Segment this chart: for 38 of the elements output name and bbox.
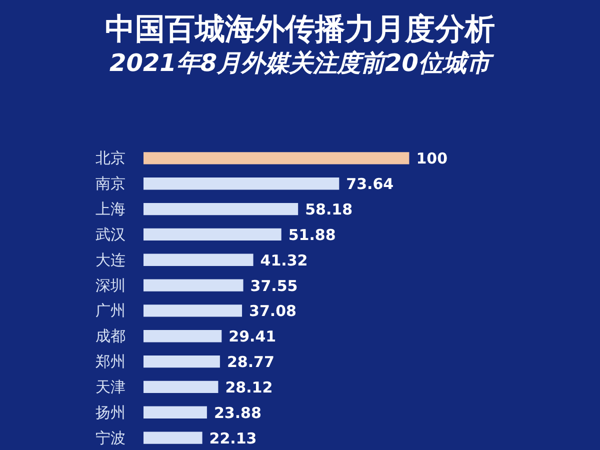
chart-title: 中国百城海外传播力月度分析 xyxy=(105,12,495,48)
bar xyxy=(144,202,298,216)
bar xyxy=(144,178,340,190)
data-label: 100 xyxy=(416,150,448,168)
data-label: 29.41 xyxy=(228,328,276,346)
data-label: 73.64 xyxy=(346,175,394,194)
data-label: 28.77 xyxy=(226,353,274,372)
bar xyxy=(144,304,242,317)
y-tick-label: 扬州 xyxy=(96,403,126,422)
data-label: 41.32 xyxy=(260,251,308,270)
y-tick-label: 大连 xyxy=(96,250,126,269)
data-label: 23.88 xyxy=(214,404,262,422)
bar xyxy=(144,228,282,241)
data-label: 58.18 xyxy=(305,200,353,219)
bar xyxy=(144,279,244,292)
y-tick-label: 宁波 xyxy=(96,428,126,447)
y-tick-label: 深圳 xyxy=(96,276,126,294)
data-label: 22.13 xyxy=(209,429,257,448)
data-label: 37.55 xyxy=(250,276,298,295)
bar xyxy=(144,406,207,418)
y-tick-label: 成都 xyxy=(96,327,126,346)
chart-subtitle: 2021年8月外媒关注度前20位城市 xyxy=(108,48,495,78)
bar xyxy=(144,254,254,266)
data-label: 51.88 xyxy=(288,226,336,244)
y-tick-label: 天津 xyxy=(96,378,126,396)
y-tick-label: 武汉 xyxy=(96,225,126,244)
bar xyxy=(144,380,218,394)
data-label: 28.12 xyxy=(225,378,273,396)
bar xyxy=(144,355,220,368)
y-tick-label: 广州 xyxy=(96,302,126,320)
bar xyxy=(144,330,222,342)
y-tick-label: 上海 xyxy=(96,200,126,218)
y-tick-label: 南京 xyxy=(96,174,126,193)
bar xyxy=(144,432,202,444)
y-tick-label: 郑州 xyxy=(96,352,126,371)
bar xyxy=(144,152,410,164)
y-tick-label: 北京 xyxy=(96,149,126,168)
data-label: 37.08 xyxy=(249,302,296,320)
